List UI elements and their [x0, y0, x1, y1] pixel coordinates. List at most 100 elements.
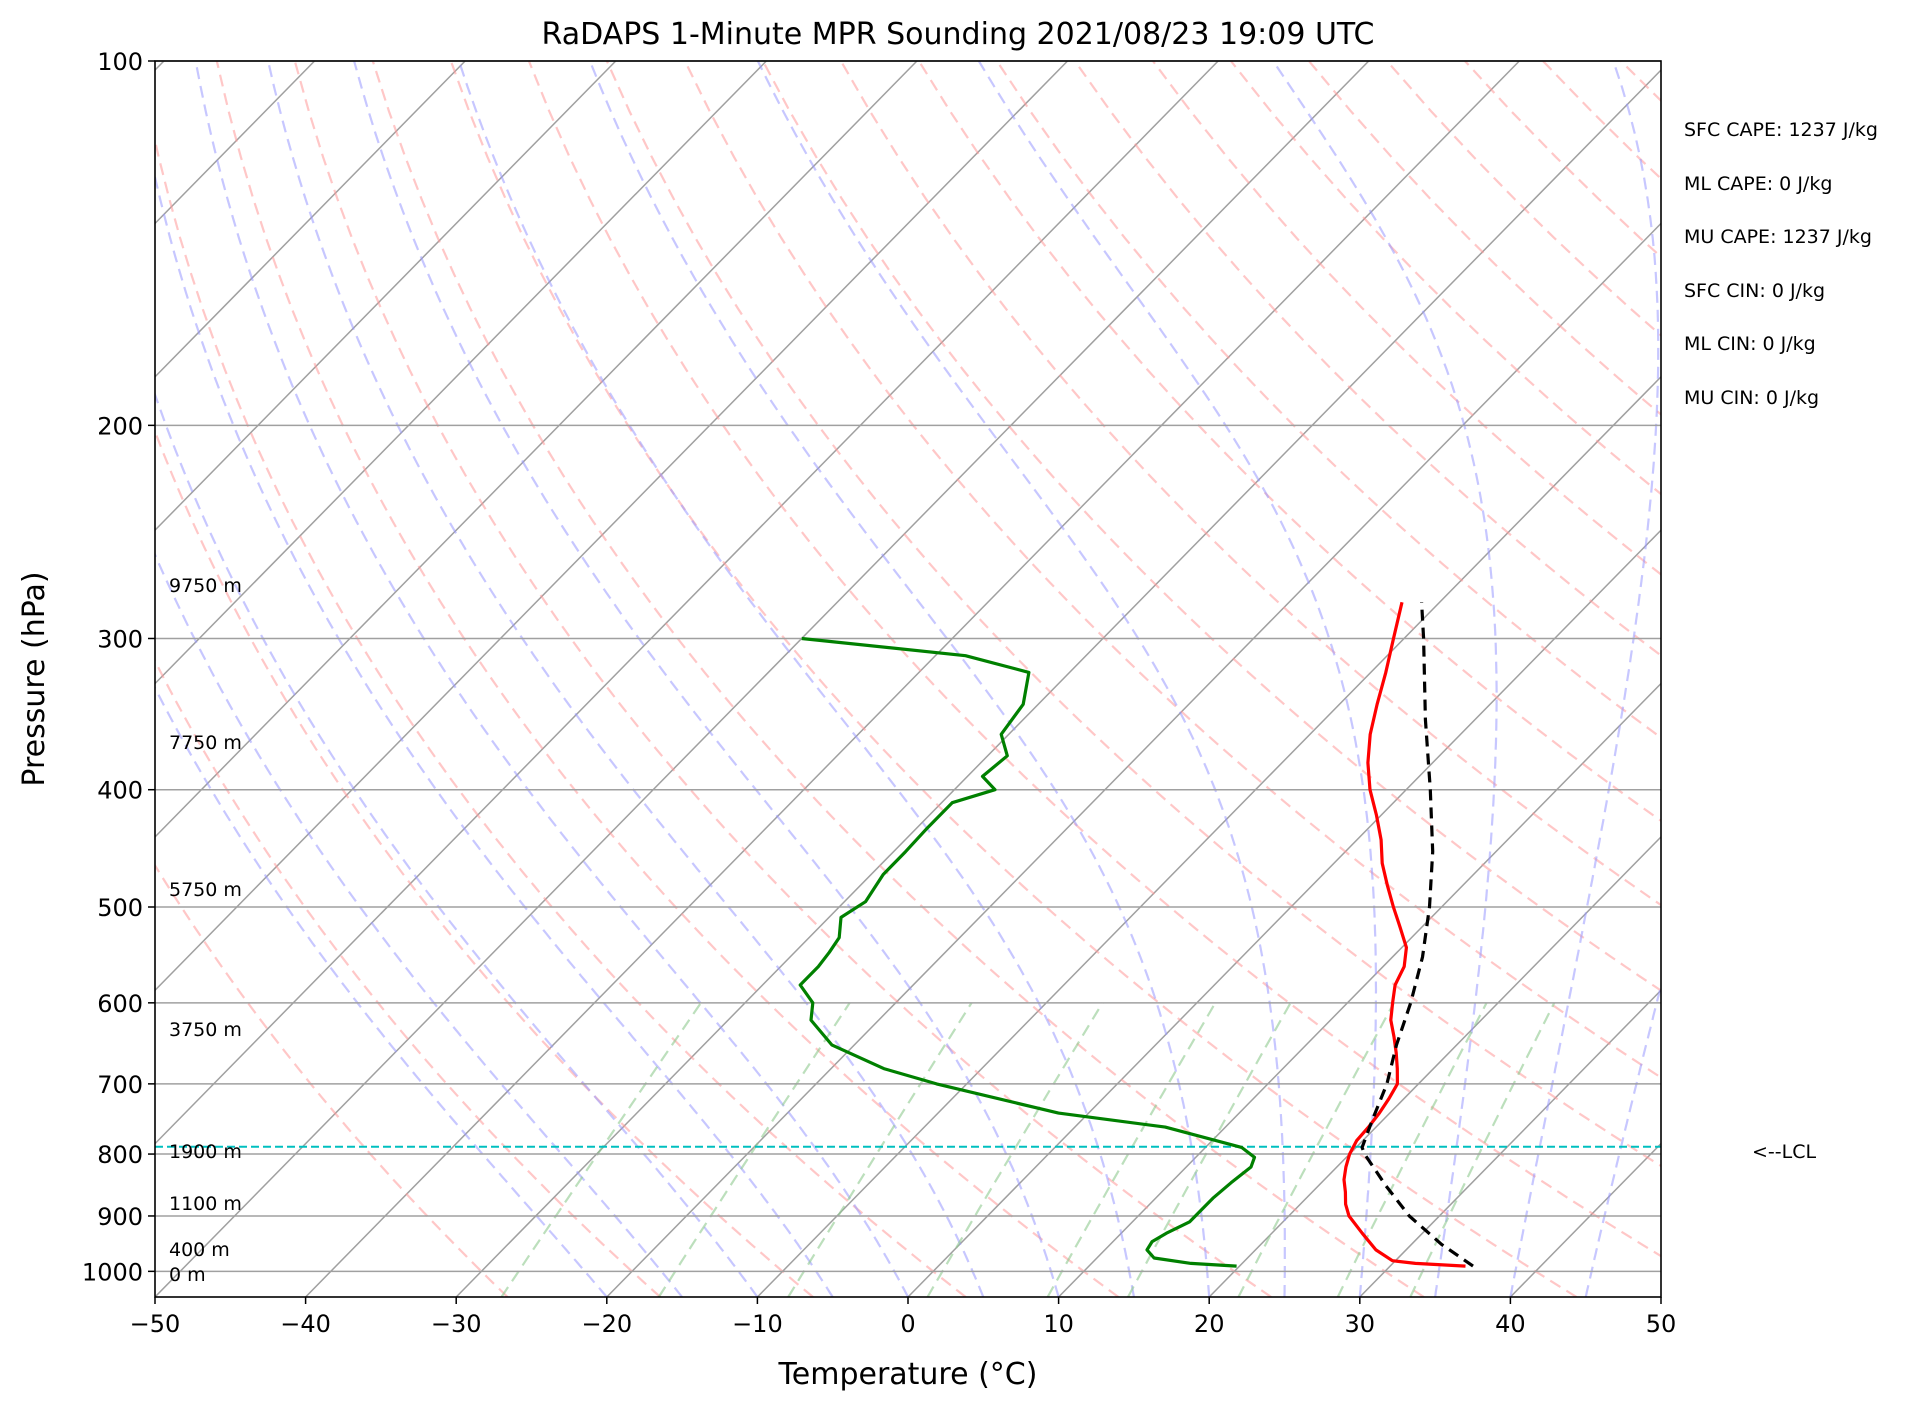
x-tick-label: 20 — [1194, 1310, 1225, 1338]
x-tick-label: 50 — [1646, 1310, 1677, 1338]
sfc-cin-text: SFC CIN: 0 J/kg — [1684, 279, 1826, 302]
height-label: 7750 m — [169, 732, 242, 754]
height-label: 1100 m — [169, 1193, 242, 1215]
x-tick-label: −30 — [431, 1310, 482, 1338]
mixing-ratio-line — [1237, 1002, 1395, 1297]
isotherm-line — [155, 61, 466, 378]
y-tick-label: 500 — [97, 894, 143, 922]
x-tick-label: −10 — [732, 1310, 783, 1338]
mu-cin-text: MU CIN: 0 J/kg — [1684, 386, 1820, 409]
y-axis-ticks: 100 200 300 400 500 600 700 800 900 1000 — [82, 48, 155, 1286]
dry-adiabat-line — [155, 658, 662, 1297]
sfc-cape-text: SFC CAPE: 1237 J/kg — [1684, 119, 1878, 141]
dry-adiabat-line — [839, 61, 1661, 907]
temperature-line — [1342, 601, 1466, 1268]
background-lines — [0, 61, 1661, 1297]
data-lines — [155, 601, 1661, 1268]
y-tick-label: 700 — [97, 1071, 143, 1099]
isotherm-line — [155, 61, 617, 532]
height-label: 400 m — [169, 1239, 230, 1261]
dry-adiabat-line — [215, 61, 1120, 1297]
dry-adiabat-line — [527, 61, 1661, 1258]
x-tick-label: −50 — [130, 1310, 181, 1338]
ml-cape-text: ML CAPE: 0 J/kg — [1684, 172, 1833, 195]
isotherm-line — [155, 61, 767, 685]
dry-adiabat-line — [917, 61, 1661, 823]
isotherm-line — [305, 61, 1520, 1297]
moist-adiabat-line — [977, 61, 1378, 1297]
parcel-path-line — [1360, 602, 1474, 1268]
mu-cape-text: MU CAPE: 1237 J/kg — [1684, 226, 1872, 248]
moist-adiabat-line — [267, 61, 985, 1297]
isotherm-line — [907, 529, 1661, 1297]
x-tick-label: 0 — [900, 1310, 915, 1338]
ml-cin-text: ML CIN: 0 J/kg — [1684, 333, 1816, 355]
dry-adiabat-line — [449, 61, 1578, 1297]
y-axis-label: Pressure (hPa) — [17, 571, 52, 786]
x-tick-label: −40 — [280, 1310, 331, 1338]
mixing-ratio-line — [926, 1002, 1104, 1297]
y-tick-label: 200 — [97, 412, 143, 440]
dry-adiabat-line — [371, 61, 1425, 1297]
pressure-gridlines — [155, 60, 1661, 1273]
height-labels: 9750 m 7750 m 5750 m 3750 m 1900 m 1100 m 400 … — [169, 575, 242, 1286]
isotherm-line — [1208, 835, 1661, 1297]
x-tick-label: 40 — [1495, 1310, 1526, 1338]
plot-frame — [154, 60, 1662, 1298]
isotherm-line — [1359, 989, 1661, 1297]
stats-panel: SFC CAPE: 1237 J/kg ML CAPE: 0 J/kg MU C… — [1684, 104, 1878, 425]
isotherm-line — [155, 61, 1370, 1297]
height-label: 9750 m — [169, 575, 242, 597]
x-tick-label: 30 — [1345, 1310, 1376, 1338]
dewpoint-line — [798, 636, 1257, 1268]
x-axis-ticks: −50 −40 −30 −20 −10 0 10 20 30 40 50 — [130, 1297, 1677, 1338]
isotherm-line — [155, 61, 1219, 1145]
moist-adiabat-line — [194, 61, 909, 1297]
mixing-ratio-line — [1127, 1002, 1292, 1297]
x-tick-label: −20 — [581, 1310, 632, 1338]
moist-adiabat-line — [756, 61, 1286, 1297]
height-label: 1900 m — [169, 1141, 242, 1163]
mixing-ratio-line — [787, 1002, 973, 1297]
moist-adiabat-line — [1509, 61, 1660, 1297]
isotherm-line — [1058, 682, 1661, 1297]
x-tick-label: 10 — [1043, 1310, 1074, 1338]
moist-adiabat-line — [1272, 61, 1498, 1297]
height-label: 3750 m — [169, 1019, 242, 1041]
mixing-ratio-line — [1046, 1002, 1217, 1297]
isotherm-line — [455, 69, 1661, 1297]
height-label: 0 m — [169, 1264, 206, 1286]
height-label: 5750 m — [169, 879, 242, 901]
mixing-ratio-line — [1336, 1002, 1488, 1297]
moist-adiabat-line — [353, 61, 1060, 1297]
dry-adiabat-line — [155, 428, 814, 1297]
y-tick-label: 1000 — [82, 1258, 143, 1286]
y-tick-label: 600 — [97, 990, 143, 1018]
x-axis-label: Temperature (°C) — [778, 1357, 1038, 1392]
dry-adiabat-line — [293, 61, 1272, 1297]
dry-adiabat-line — [761, 61, 1661, 992]
lcl-label: <--LCL — [1752, 1141, 1817, 1163]
isotherm-line — [155, 61, 1069, 992]
mixing-ratio-line — [500, 1002, 702, 1297]
dry-adiabat-line — [155, 135, 967, 1297]
isotherm-line — [606, 222, 1661, 1297]
y-tick-label: 100 — [97, 48, 143, 76]
dry-adiabat-line — [155, 863, 509, 1297]
mixing-ratio-line — [1409, 1002, 1556, 1297]
isotherm-line — [155, 61, 918, 838]
mixing-ratio-line — [657, 1002, 851, 1297]
isotherm-line — [0, 61, 13, 1297]
moist-adiabat-line — [155, 685, 608, 1297]
moist-adiabat-line — [155, 172, 834, 1297]
y-tick-label: 300 — [97, 625, 143, 653]
chart-title: RaDAPS 1-Minute MPR Sounding 2021/08/23 … — [542, 17, 1375, 52]
y-tick-label: 800 — [97, 1141, 143, 1169]
moist-adiabat-line — [588, 61, 1211, 1297]
y-tick-label: 900 — [97, 1203, 143, 1231]
moist-adiabat-line — [457, 61, 1135, 1297]
moist-adiabat-line — [155, 391, 759, 1297]
y-tick-label: 400 — [97, 777, 143, 805]
dry-adiabat-line — [1152, 61, 1661, 576]
